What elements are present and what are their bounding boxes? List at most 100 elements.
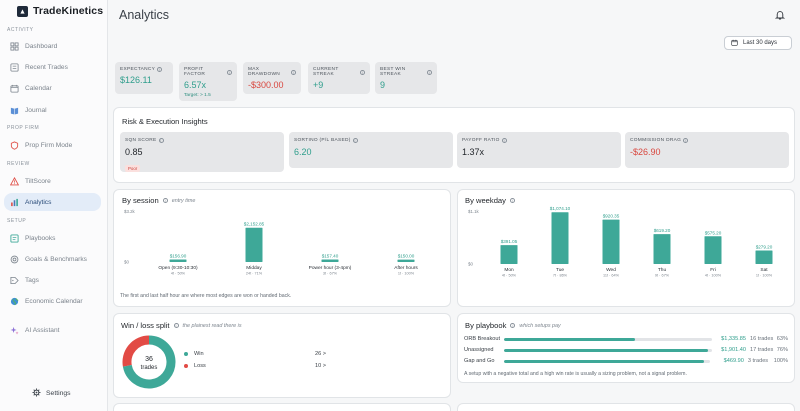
next-panel-left: [113, 403, 451, 411]
legend-dot-loss: [184, 364, 188, 368]
bar: [551, 212, 569, 264]
by-session-panel: By session i entry time: [113, 189, 451, 307]
playbook-name: ORB Breakout: [464, 336, 501, 342]
info-icon[interactable]: i: [360, 69, 365, 75]
stat-label: EXPECTANCY: [120, 67, 156, 72]
date-range-button[interactable]: Last 30 days: [724, 36, 792, 50]
y-tick-label: $1.1k: [468, 209, 480, 214]
sidebar-item-ai-assistant[interactable]: AI Assistant: [4, 321, 101, 339]
bar: [653, 234, 671, 264]
brand[interactable]: TradeKinetics: [17, 5, 103, 17]
info-icon[interactable]: i: [683, 138, 689, 143]
book-icon: [10, 106, 19, 115]
bell-icon[interactable]: [775, 10, 785, 20]
stat-value: $126.11: [120, 75, 152, 85]
by-session-chart: $3.2k $0 $156.90 Open (9:30-10:30)4t · 50% $…: [124, 209, 418, 276]
playbook-bar-fill: [503, 359, 704, 363]
brand-name: TradeKinetics: [33, 5, 104, 17]
playbook-win-rate: 63%: [776, 336, 788, 342]
panel-title: Win / loss split: [121, 321, 170, 330]
playbook-row[interactable]: Gap and Go $469.90 3 trades 100%: [464, 357, 788, 365]
risk-value: -$26.90: [630, 147, 661, 157]
info-icon[interactable]: i: [509, 198, 515, 203]
playbook-icon: [10, 233, 19, 243]
sidebar-item-prop-firm-mode[interactable]: Prop Firm Mode: [4, 136, 101, 154]
sidebar-item-journal[interactable]: Journal: [4, 101, 101, 119]
panel-title: By weekday: [465, 196, 506, 205]
sidebar-item-label: Dashboard: [25, 42, 58, 50]
playbook-name: Unassigned: [464, 347, 494, 353]
y-tick-label: $0: [468, 262, 473, 267]
sidebar-item-dashboard[interactable]: Dashboard: [4, 37, 101, 55]
risk-label: SORTINO (P/L BASED): [294, 138, 351, 143]
sidebar-item-analytics[interactable]: Analytics: [4, 193, 101, 211]
playbook-win-rate: 76%: [776, 347, 788, 353]
bar-value-label: $150.00: [398, 254, 415, 259]
playbook-win-rate: 100%: [773, 358, 789, 364]
info-icon[interactable]: i: [501, 138, 507, 143]
legend-row-win[interactable]: Win 26 >: [184, 351, 326, 357]
donut-center-label: trades: [141, 365, 158, 371]
x-tick-label: Thu: [658, 267, 667, 273]
globe-icon: [10, 297, 19, 306]
playbook-bar-track: [504, 337, 712, 341]
playbook-row[interactable]: ORB Breakout $1,335.85 16 trades 63%: [464, 335, 788, 343]
sidebar-item-label: Playbooks: [25, 234, 56, 242]
panel-header: By weekday i: [465, 196, 515, 205]
risk-value: 1.37x: [462, 147, 485, 157]
sidebar-item-label: Economic Calendar: [25, 297, 83, 305]
settings-button[interactable]: Settings: [32, 388, 71, 399]
info-icon[interactable]: i: [173, 323, 179, 328]
info-icon[interactable]: i: [510, 323, 516, 328]
win-loss-donut: 36 trades: [122, 335, 176, 389]
bar: [704, 236, 722, 264]
list-icon: [10, 62, 19, 72]
playbook-bar-fill: [504, 337, 636, 341]
sidebar-item-economic-calendar[interactable]: Economic Calendar: [4, 292, 101, 310]
legend-row-loss[interactable]: Loss 10 >: [184, 363, 326, 369]
sidebar-item-label: Goals & Benchmarks: [25, 255, 87, 263]
info-icon[interactable]: i: [157, 67, 163, 72]
sidebar-item-recent-trades[interactable]: Recent Trades: [4, 58, 101, 76]
grid-icon: [10, 41, 19, 51]
playbook-trades: 3 trades: [747, 358, 769, 364]
info-icon[interactable]: i: [352, 138, 358, 143]
stat-card-profit-factor: PROFIT FACTOR i 6.57x Target: > 1.5: [179, 62, 237, 101]
info-icon[interactable]: i: [427, 69, 432, 75]
sidebar-item-tags[interactable]: Tags: [4, 271, 101, 289]
sidebar-item-label: Tags: [25, 276, 39, 284]
info-icon[interactable]: i: [227, 69, 232, 75]
info-icon[interactable]: i: [162, 198, 168, 203]
sidebar-item-tiltscore[interactable]: TiltScore: [4, 172, 101, 190]
bar: [169, 259, 187, 262]
legend-count: 26 >: [314, 351, 326, 357]
sparkle-icon: [10, 326, 19, 335]
x-tick-label: Midday: [246, 265, 262, 271]
sidebar-item-label: Calendar: [25, 84, 52, 92]
bar-value-label: $391.05: [501, 239, 518, 244]
bar-value-label: $1,074.10: [550, 206, 571, 211]
warning-icon: [10, 176, 19, 186]
panel-title: Risk & Execution Insights: [122, 117, 208, 126]
y-tick-label: $3.2k: [124, 209, 136, 214]
info-icon[interactable]: i: [158, 138, 164, 143]
sidebar-item-calendar[interactable]: Calendar: [4, 79, 101, 97]
sidebar-item-playbooks[interactable]: Playbooks: [4, 229, 101, 247]
date-range-label: Last 30 days: [743, 40, 778, 46]
risk-card-commission-drag: COMMISSION DRAG i -$26.90: [625, 132, 789, 168]
x-tick-label: After hours: [394, 265, 418, 271]
playbook-row[interactable]: Unassigned $1,901.40 17 trades 76%: [464, 346, 788, 354]
panel-title: By playbook: [465, 321, 507, 330]
legend-dot-win: [184, 352, 188, 356]
stat-card-max-drawdown: MAX DRAWDOWN i -$300.00: [243, 62, 301, 94]
panel-subtitle: entry time: [171, 197, 196, 204]
sidebar-item-goals-benchmarks[interactable]: Goals & Benchmarks: [4, 250, 101, 268]
bar: [397, 259, 415, 262]
legend-label: Loss: [194, 363, 206, 369]
info-icon[interactable]: i: [291, 69, 296, 75]
panel-title: By session: [122, 196, 159, 205]
risk-card-sortino: SORTINO (P/L BASED) i 6.20: [289, 132, 453, 168]
x-tick-label: Tue: [556, 267, 564, 273]
playbook-amount: $469.90: [723, 358, 744, 364]
